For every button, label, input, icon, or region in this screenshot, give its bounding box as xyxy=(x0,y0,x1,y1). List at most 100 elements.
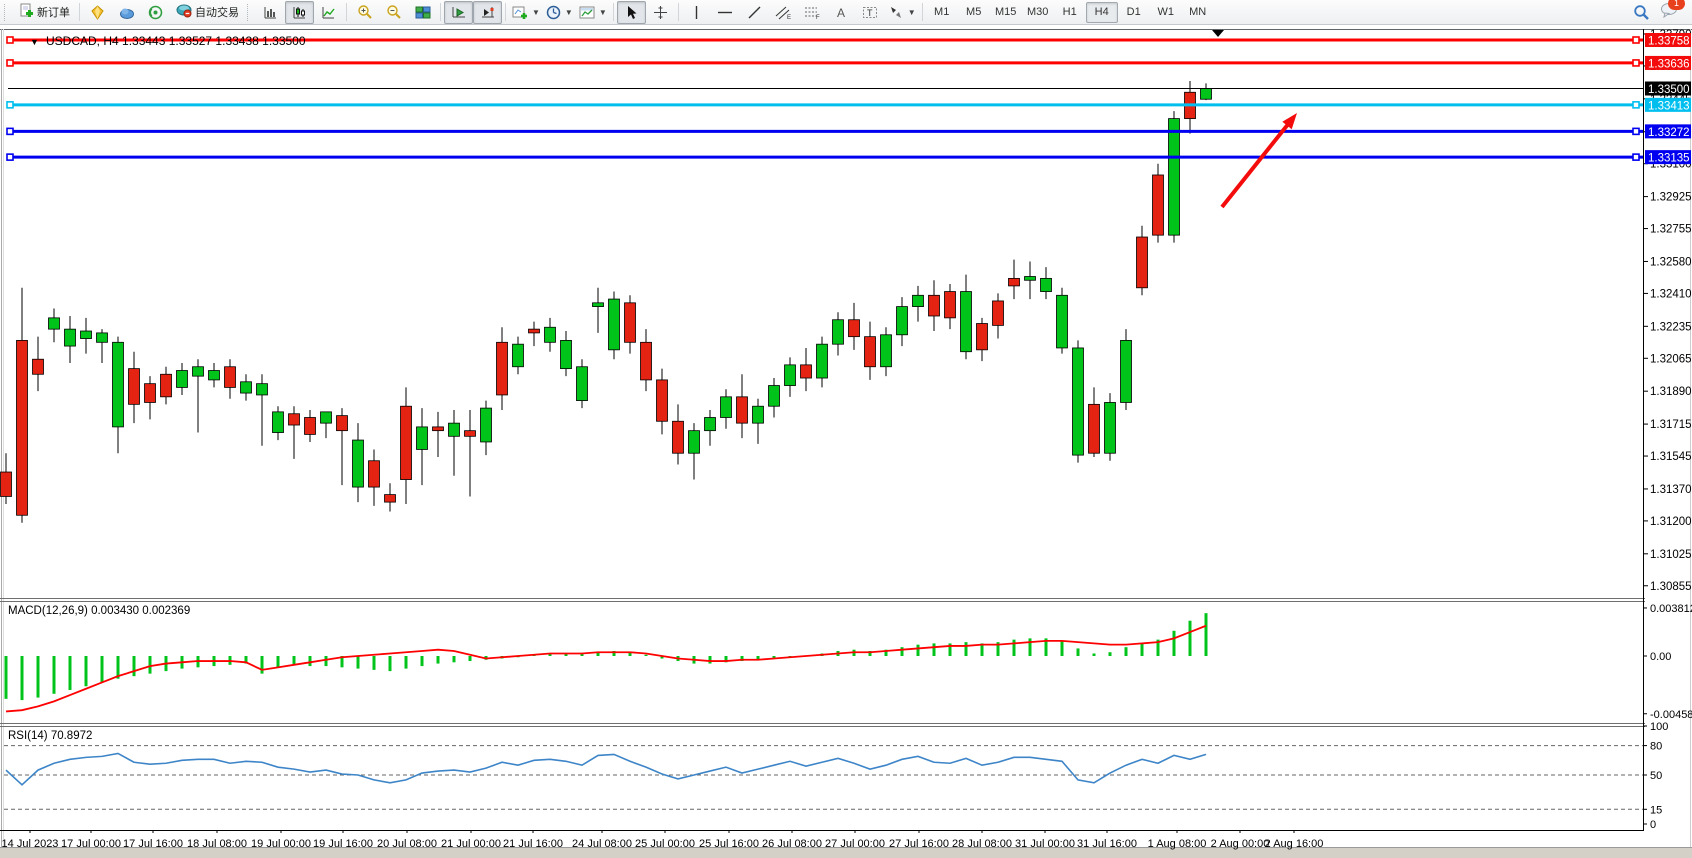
timeframe-button-m1[interactable]: M1 xyxy=(934,6,950,18)
chart-canvas[interactable]: 1.337901.336201.334451.332701.331001.329… xyxy=(0,25,1692,853)
date-label: 18 Jul 08:00 xyxy=(187,838,247,850)
separator xyxy=(505,3,506,21)
timeframe-button-w1[interactable]: W1 xyxy=(1157,6,1174,18)
candle-bull xyxy=(1056,294,1068,349)
candle-bear xyxy=(528,328,540,334)
shapes-dropdown[interactable]: ▼ xyxy=(885,1,919,24)
candle-bear xyxy=(432,426,444,432)
rsi-line xyxy=(5,752,1207,786)
symbol-dropdown-icon[interactable]: ▼ xyxy=(30,37,39,47)
chart-shift-button[interactable] xyxy=(473,0,502,24)
candle-bear xyxy=(160,373,172,398)
trend-arrow-head[interactable] xyxy=(1282,113,1297,130)
support-line-blue-2-handle[interactable] xyxy=(1632,153,1640,161)
bar-chart-icon xyxy=(264,6,276,18)
text-button[interactable]: A xyxy=(827,1,856,24)
chat-button[interactable]: 1 xyxy=(1660,0,1685,23)
date-label: 31 Jul 00:00 xyxy=(1015,838,1075,850)
candle-bull xyxy=(240,381,252,394)
support-line-blue-1-price-box xyxy=(1645,124,1691,139)
date-label: 2 Aug 00:00 xyxy=(1211,838,1270,850)
fibonacci-button[interactable]: F xyxy=(798,1,827,24)
date-label: 14 Jul 2023 xyxy=(2,838,59,850)
candle-bull xyxy=(448,422,460,437)
equidistant-channel-button[interactable]: E xyxy=(769,1,798,24)
timeframe-button-m5[interactable]: M5 xyxy=(966,6,982,18)
timeframe-button-d1[interactable]: D1 xyxy=(1126,6,1141,18)
template-dropdown[interactable]: ▼ xyxy=(576,1,610,24)
timeframe-group: M1 M5 M15 M30 H1 H4 D1 W1 MN xyxy=(926,1,1214,23)
window-bottom-strip xyxy=(0,847,1692,853)
virtual-hosting-button[interactable] xyxy=(112,1,141,24)
fibonacci-icon: F xyxy=(804,7,820,20)
signal-icon xyxy=(148,5,163,19)
bar-chart-button[interactable] xyxy=(256,1,285,24)
candle-bear xyxy=(224,366,236,388)
candlestick-icon xyxy=(293,6,305,18)
candle-bull xyxy=(320,411,332,424)
chart-shift-marker[interactable] xyxy=(1212,30,1224,37)
candle-bull xyxy=(208,370,220,381)
macd-label: MACD(12,26,9) 0.003430 0.002369 xyxy=(8,605,190,617)
candle-bear xyxy=(128,368,140,405)
cursor-button[interactable] xyxy=(616,0,646,24)
price-scale-label: 1.31025 xyxy=(1650,549,1692,561)
candlestick-chart-button[interactable] xyxy=(285,0,314,24)
text-label-button[interactable]: T xyxy=(856,1,885,24)
timeframe-button-m15[interactable]: M15 xyxy=(994,6,1017,18)
resistance-line-1-handle[interactable] xyxy=(6,36,14,44)
vertical-line-button[interactable] xyxy=(682,1,711,24)
resistance-line-2-handle[interactable] xyxy=(1632,59,1640,67)
timeframe-button-mn[interactable]: MN xyxy=(1189,6,1207,18)
timeframe-button-h1[interactable]: H1 xyxy=(1062,6,1077,18)
horizontal-line-button[interactable] xyxy=(711,1,740,24)
new-order-button[interactable]: 新订单 xyxy=(13,1,76,24)
candle-bear xyxy=(144,383,156,403)
resistance-line-1-price-box xyxy=(1645,33,1691,47)
new-chart-dropdown[interactable]: ▼ xyxy=(509,1,543,24)
trendline-button[interactable] xyxy=(740,1,769,24)
autotrade-button[interactable]: 自动交易 xyxy=(170,1,245,24)
timeframe-button-h4[interactable]: H4 xyxy=(1085,1,1118,23)
candle-bull xyxy=(352,439,364,488)
chart-title: USDCAD, H4 1.33443 1.33527 1.33438 1.335… xyxy=(46,34,306,48)
support-line-cyan-handle[interactable] xyxy=(1632,101,1640,109)
drag-grip xyxy=(247,3,253,21)
candle-bull xyxy=(768,385,780,407)
date-label: 25 Jul 00:00 xyxy=(635,838,695,850)
date-label: 28 Jul 08:00 xyxy=(952,838,1012,850)
signals-button[interactable] xyxy=(141,1,170,24)
candle-bull xyxy=(1168,118,1180,236)
zoom-out-button[interactable] xyxy=(379,1,408,24)
support-line-blue-2-handle[interactable] xyxy=(6,153,14,161)
candle-bear xyxy=(336,415,348,432)
auto-scroll-button[interactable] xyxy=(444,0,473,24)
support-line-cyan-handle[interactable] xyxy=(6,101,14,109)
candle-bull xyxy=(832,319,844,345)
resistance-line-2-handle[interactable] xyxy=(6,59,14,67)
clock-icon xyxy=(546,5,561,19)
price-scale-label: 1.31890 xyxy=(1650,386,1692,398)
rsi-scale-label: 50 xyxy=(1650,770,1662,782)
zoom-in-button[interactable] xyxy=(350,1,379,24)
period-dropdown[interactable]: ▼ xyxy=(543,1,576,24)
line-chart-button[interactable] xyxy=(314,1,343,24)
mql5-community-button[interactable] xyxy=(83,1,112,24)
separator xyxy=(440,3,441,21)
search-icon[interactable] xyxy=(1633,4,1650,21)
cloud-icon xyxy=(119,8,134,19)
text-label-icon: T xyxy=(863,6,878,18)
chart-window: 1.337901.336201.334451.332701.331001.329… xyxy=(0,25,1692,853)
support-line-blue-1-handle[interactable] xyxy=(1632,127,1640,136)
rsi-scale-label: 100 xyxy=(1650,721,1668,733)
resistance-line-1-handle[interactable] xyxy=(1632,36,1640,44)
candle-bear xyxy=(464,430,476,437)
timeframe-button-m30[interactable]: M30 xyxy=(1026,6,1049,18)
new-order-icon xyxy=(19,3,34,21)
tile-windows-button[interactable] xyxy=(408,1,437,24)
support-line-blue-1-handle[interactable] xyxy=(6,127,14,136)
price-scale-label: 1.31370 xyxy=(1650,484,1692,496)
crosshair-button[interactable] xyxy=(646,1,675,24)
candle-bear xyxy=(640,341,652,381)
trend-arrow[interactable] xyxy=(1220,119,1293,209)
